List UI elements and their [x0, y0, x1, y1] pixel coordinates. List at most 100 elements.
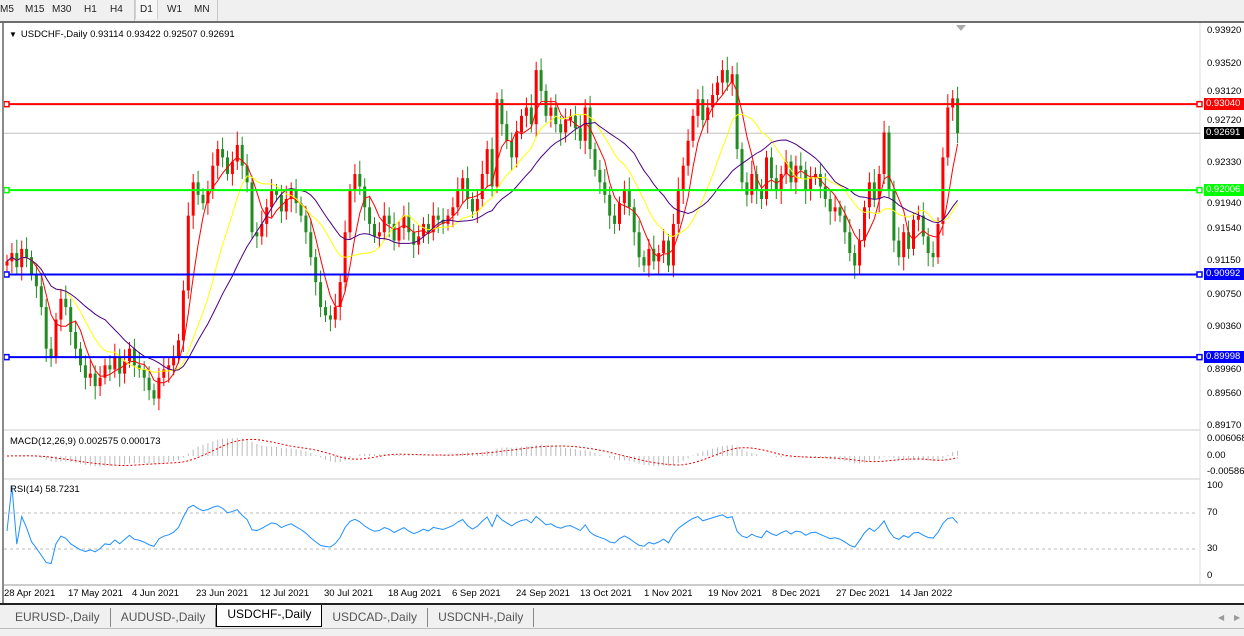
bullish-candle — [485, 149, 489, 175]
bullish-candle — [946, 107, 950, 158]
timeframe-h1[interactable]: H1 — [84, 4, 97, 15]
bearish-candle — [490, 149, 494, 187]
bearish-candle — [44, 307, 48, 349]
bearish-candle — [921, 215, 925, 237]
bearish-candle — [25, 248, 29, 258]
bearish-candle — [93, 373, 97, 387]
bullish-candle — [902, 232, 906, 258]
bearish-candle — [196, 182, 200, 195]
level-handle-right — [1196, 271, 1203, 278]
bullish-candle — [779, 174, 783, 191]
level-price-label: 0.90992 — [1204, 268, 1244, 281]
bullish-candle — [177, 340, 180, 357]
bearish-candle — [510, 140, 514, 158]
collapse-triangle-icon[interactable]: ▼ — [9, 30, 17, 39]
bearish-candle — [363, 186, 367, 208]
bullish-candle — [647, 248, 651, 266]
ohlc-values: 0.93114 0.93422 0.92507 0.92691 — [90, 29, 235, 40]
bullish-candle — [711, 95, 715, 108]
bullish-candle — [289, 190, 293, 199]
bearish-candle — [304, 215, 308, 233]
bullish-candle — [863, 207, 866, 241]
price-chart[interactable] — [0, 23, 1244, 603]
bearish-candle — [613, 215, 617, 224]
timeframe-d1[interactable]: D1 — [135, 0, 158, 19]
bullish-candle — [128, 348, 131, 362]
price-tick: 0.92330 — [1207, 157, 1242, 169]
bullish-candle — [59, 298, 63, 320]
bearish-candle — [887, 132, 891, 191]
price-tick: 0.92720 — [1207, 114, 1242, 126]
bearish-candle — [769, 157, 773, 179]
bearish-candle — [319, 282, 323, 308]
bearish-candle — [603, 182, 607, 195]
timeframe-m30[interactable]: M30 — [52, 4, 72, 15]
status-bar — [0, 628, 1244, 636]
bearish-candle — [64, 298, 68, 308]
date-tick: 1 Nov 2021 — [644, 588, 693, 599]
price-tick: 0.89170 — [1207, 420, 1242, 431]
tab-audusd[interactable]: AUDUSD-,Daily — [111, 608, 217, 627]
date-tick: 8 Dec 2021 — [772, 588, 821, 599]
bullish-candle — [549, 107, 553, 116]
bearish-candle — [152, 390, 156, 399]
timeframe-m15[interactable]: M15 — [25, 4, 45, 15]
bearish-candle — [108, 365, 112, 370]
timeframe-h4[interactable]: H4 — [110, 4, 123, 15]
timeframe-m5[interactable]: M5 — [0, 4, 14, 15]
timeframe-w1[interactable]: W1 — [167, 4, 182, 15]
bearish-candle — [436, 215, 440, 220]
bearish-candle — [804, 169, 808, 191]
tab-eurusd[interactable]: EURUSD-,Daily — [5, 608, 111, 627]
tab-usdchf[interactable]: USDCHF-,Daily — [216, 605, 323, 627]
date-tick: 13 Oct 2021 — [580, 588, 632, 599]
bearish-candle — [725, 70, 729, 83]
bearish-candle — [642, 257, 646, 266]
bearish-candle — [275, 190, 278, 195]
bullish-candle — [451, 207, 455, 216]
date-tick: 30 Jul 2021 — [324, 588, 374, 599]
bearish-candle — [745, 182, 749, 195]
bearish-candle — [441, 219, 445, 224]
bullish-candle — [569, 115, 572, 120]
scroll-left-icon[interactable]: ◀ — [1218, 613, 1225, 622]
macd-tick: 0.006068 — [1207, 433, 1244, 444]
bearish-candle — [201, 194, 205, 204]
bullish-candle — [431, 215, 435, 233]
date-tick: 24 Sep 2021 — [516, 588, 570, 599]
scroll-right-icon[interactable]: ▶ — [1234, 613, 1241, 622]
shift-marker-icon[interactable] — [956, 25, 966, 31]
tab-usdcnh[interactable]: USDCNH-,Daily — [428, 608, 535, 627]
bearish-candle — [632, 207, 636, 233]
bullish-candle — [230, 161, 234, 175]
bearish-candle — [240, 144, 244, 166]
bearish-candle — [853, 253, 857, 266]
tab-usdcad[interactable]: USDCAD-,Daily — [322, 608, 429, 627]
bearish-candle — [500, 99, 504, 125]
level-handle-left — [3, 353, 10, 361]
bearish-candle — [137, 365, 141, 370]
bearish-candle — [843, 215, 847, 233]
bullish-candle — [54, 319, 58, 357]
bearish-candle — [387, 215, 391, 224]
bullish-candle — [882, 132, 886, 175]
bearish-candle — [539, 70, 543, 91]
bearish-candle — [49, 348, 53, 357]
bullish-candle — [706, 107, 710, 120]
bullish-candle — [98, 377, 102, 387]
bullish-candle — [480, 174, 484, 199]
bullish-candle — [662, 240, 666, 254]
price-tick: 0.90750 — [1207, 288, 1242, 300]
bullish-candle — [686, 140, 690, 166]
bullish-candle — [461, 178, 465, 191]
bullish-candle — [877, 174, 881, 199]
bullish-candle — [495, 99, 499, 187]
timeframe-mn[interactable]: MN — [194, 4, 210, 15]
bearish-candle — [328, 315, 332, 320]
bullish-candle — [181, 290, 185, 341]
bearish-candle — [226, 157, 229, 175]
price-tick: 0.91940 — [1207, 197, 1242, 209]
bullish-candle — [123, 361, 127, 374]
price-tick: 0.89960 — [1207, 364, 1242, 376]
bullish-candle — [103, 365, 107, 378]
